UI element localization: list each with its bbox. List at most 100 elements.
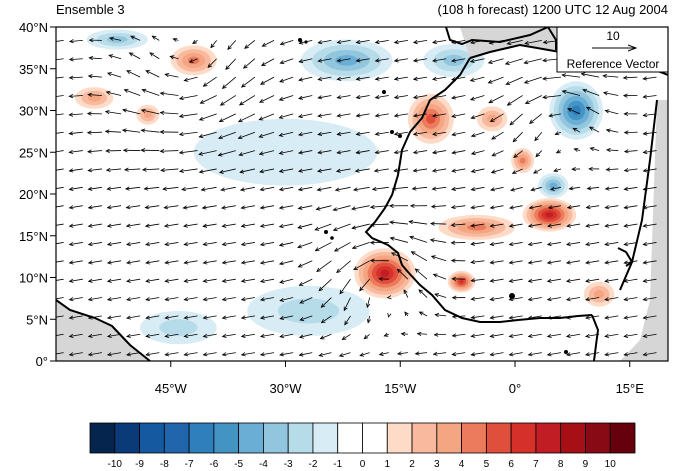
wind-vector-head bbox=[546, 352, 552, 357]
wind-vector bbox=[260, 297, 275, 301]
wind-vector-head bbox=[489, 205, 495, 210]
wind-vector bbox=[298, 205, 313, 209]
anomaly-band bbox=[594, 290, 605, 299]
wind-vector-head bbox=[469, 58, 475, 64]
wind-vector-head bbox=[87, 333, 93, 338]
coastline-red-sea bbox=[619, 99, 658, 291]
wind-vector bbox=[643, 113, 657, 116]
wind-vector-head bbox=[317, 95, 323, 100]
wind-vector bbox=[88, 297, 102, 301]
wind-vector-head bbox=[418, 311, 424, 316]
wind-vector-head bbox=[508, 315, 514, 320]
wind-vector-head bbox=[504, 60, 510, 65]
island-cape-verde-1 bbox=[324, 230, 328, 234]
wind-vector-head bbox=[183, 333, 189, 338]
wind-vector-head bbox=[87, 149, 92, 154]
wind-vector-head bbox=[565, 297, 571, 302]
wind-vector bbox=[359, 352, 370, 357]
wind-vector-head bbox=[218, 169, 224, 174]
wind-vector bbox=[200, 95, 217, 104]
wind-vector-head bbox=[588, 166, 593, 172]
wind-vector bbox=[430, 239, 447, 243]
wind-vector-head bbox=[412, 168, 418, 173]
wind-vector bbox=[222, 76, 237, 89]
wind-vector-head bbox=[105, 167, 111, 173]
wind-vector bbox=[164, 205, 179, 209]
wind-vector bbox=[220, 95, 236, 106]
wind-vector bbox=[562, 90, 581, 96]
wind-vector-head bbox=[239, 187, 245, 192]
wind-vector bbox=[411, 251, 428, 262]
wind-vector bbox=[145, 70, 160, 78]
wind-vector-head bbox=[87, 168, 93, 173]
wind-vector bbox=[317, 186, 332, 191]
wind-vector-head bbox=[225, 65, 230, 70]
wind-vector bbox=[69, 95, 83, 97]
wind-vector-head bbox=[542, 76, 547, 81]
wind-vector-head bbox=[623, 205, 629, 210]
wind-vector bbox=[125, 186, 141, 190]
wind-vector bbox=[203, 223, 217, 227]
wind-vector-head bbox=[278, 187, 284, 192]
wind-vector bbox=[279, 113, 294, 119]
wind-vector-head bbox=[126, 315, 131, 320]
wind-vector bbox=[69, 278, 83, 282]
wind-vector bbox=[566, 352, 581, 356]
wind-vector bbox=[184, 242, 198, 246]
wind-vector-head bbox=[589, 147, 595, 152]
wind-vector-head bbox=[200, 187, 206, 192]
colorbar-label: 5 bbox=[484, 459, 490, 470]
anomaly-band bbox=[159, 319, 198, 336]
wind-vector-head bbox=[240, 352, 246, 357]
wind-vector-head bbox=[508, 278, 514, 283]
wind-vector-head bbox=[508, 260, 514, 265]
wind-vector-head bbox=[279, 60, 285, 65]
wind-vector bbox=[126, 333, 141, 337]
wind-vector-head bbox=[141, 167, 147, 172]
anomaly-band bbox=[143, 111, 152, 119]
wind-vector-head bbox=[125, 205, 131, 210]
wind-vector bbox=[56, 333, 64, 336]
wind-vector-head bbox=[642, 297, 648, 302]
wind-vector-head bbox=[164, 352, 170, 357]
wind-vector-head bbox=[299, 299, 305, 304]
wind-vector bbox=[605, 315, 619, 319]
wind-vector bbox=[451, 186, 466, 190]
y-tick-label: 10°N bbox=[19, 271, 48, 286]
wind-vector-head bbox=[68, 75, 74, 80]
wind-vector bbox=[452, 131, 466, 136]
wind-vector bbox=[260, 242, 275, 246]
wind-vector-head bbox=[202, 242, 208, 247]
wind-vector-head bbox=[68, 315, 74, 320]
wind-vector-head bbox=[489, 333, 495, 338]
wind-vector-head bbox=[509, 120, 515, 126]
wind-vector-head bbox=[51, 58, 55, 61]
wind-vector bbox=[488, 76, 504, 84]
wind-vector-head bbox=[573, 147, 579, 152]
colorbar-label: -4 bbox=[259, 459, 268, 470]
wind-vector-head bbox=[297, 224, 303, 229]
wind-vector-head bbox=[604, 223, 610, 228]
wind-vector bbox=[69, 186, 83, 190]
wind-vector bbox=[643, 260, 657, 264]
wind-vector-head bbox=[383, 332, 389, 337]
wind-vector-head bbox=[87, 241, 93, 247]
wind-vector-head bbox=[106, 315, 112, 320]
wind-vector-head bbox=[144, 223, 150, 228]
coastline-lake-chad bbox=[617, 247, 634, 267]
wind-vector bbox=[525, 95, 542, 104]
wind-vector-head bbox=[389, 236, 395, 241]
x-tick-label: 15°W bbox=[384, 381, 417, 396]
wind-vector bbox=[490, 186, 504, 191]
wind-vector-head bbox=[169, 55, 175, 60]
wind-vector-head bbox=[412, 76, 418, 81]
wind-vector bbox=[107, 333, 122, 337]
wind-vector bbox=[89, 57, 102, 60]
wind-vector bbox=[126, 260, 141, 264]
wind-vector-head bbox=[181, 187, 186, 192]
wind-vector-head bbox=[490, 169, 496, 174]
wind-vector-head bbox=[106, 205, 112, 210]
wind-vector bbox=[241, 333, 255, 337]
wind-vector bbox=[510, 186, 523, 191]
wind-vector-head bbox=[374, 58, 380, 63]
